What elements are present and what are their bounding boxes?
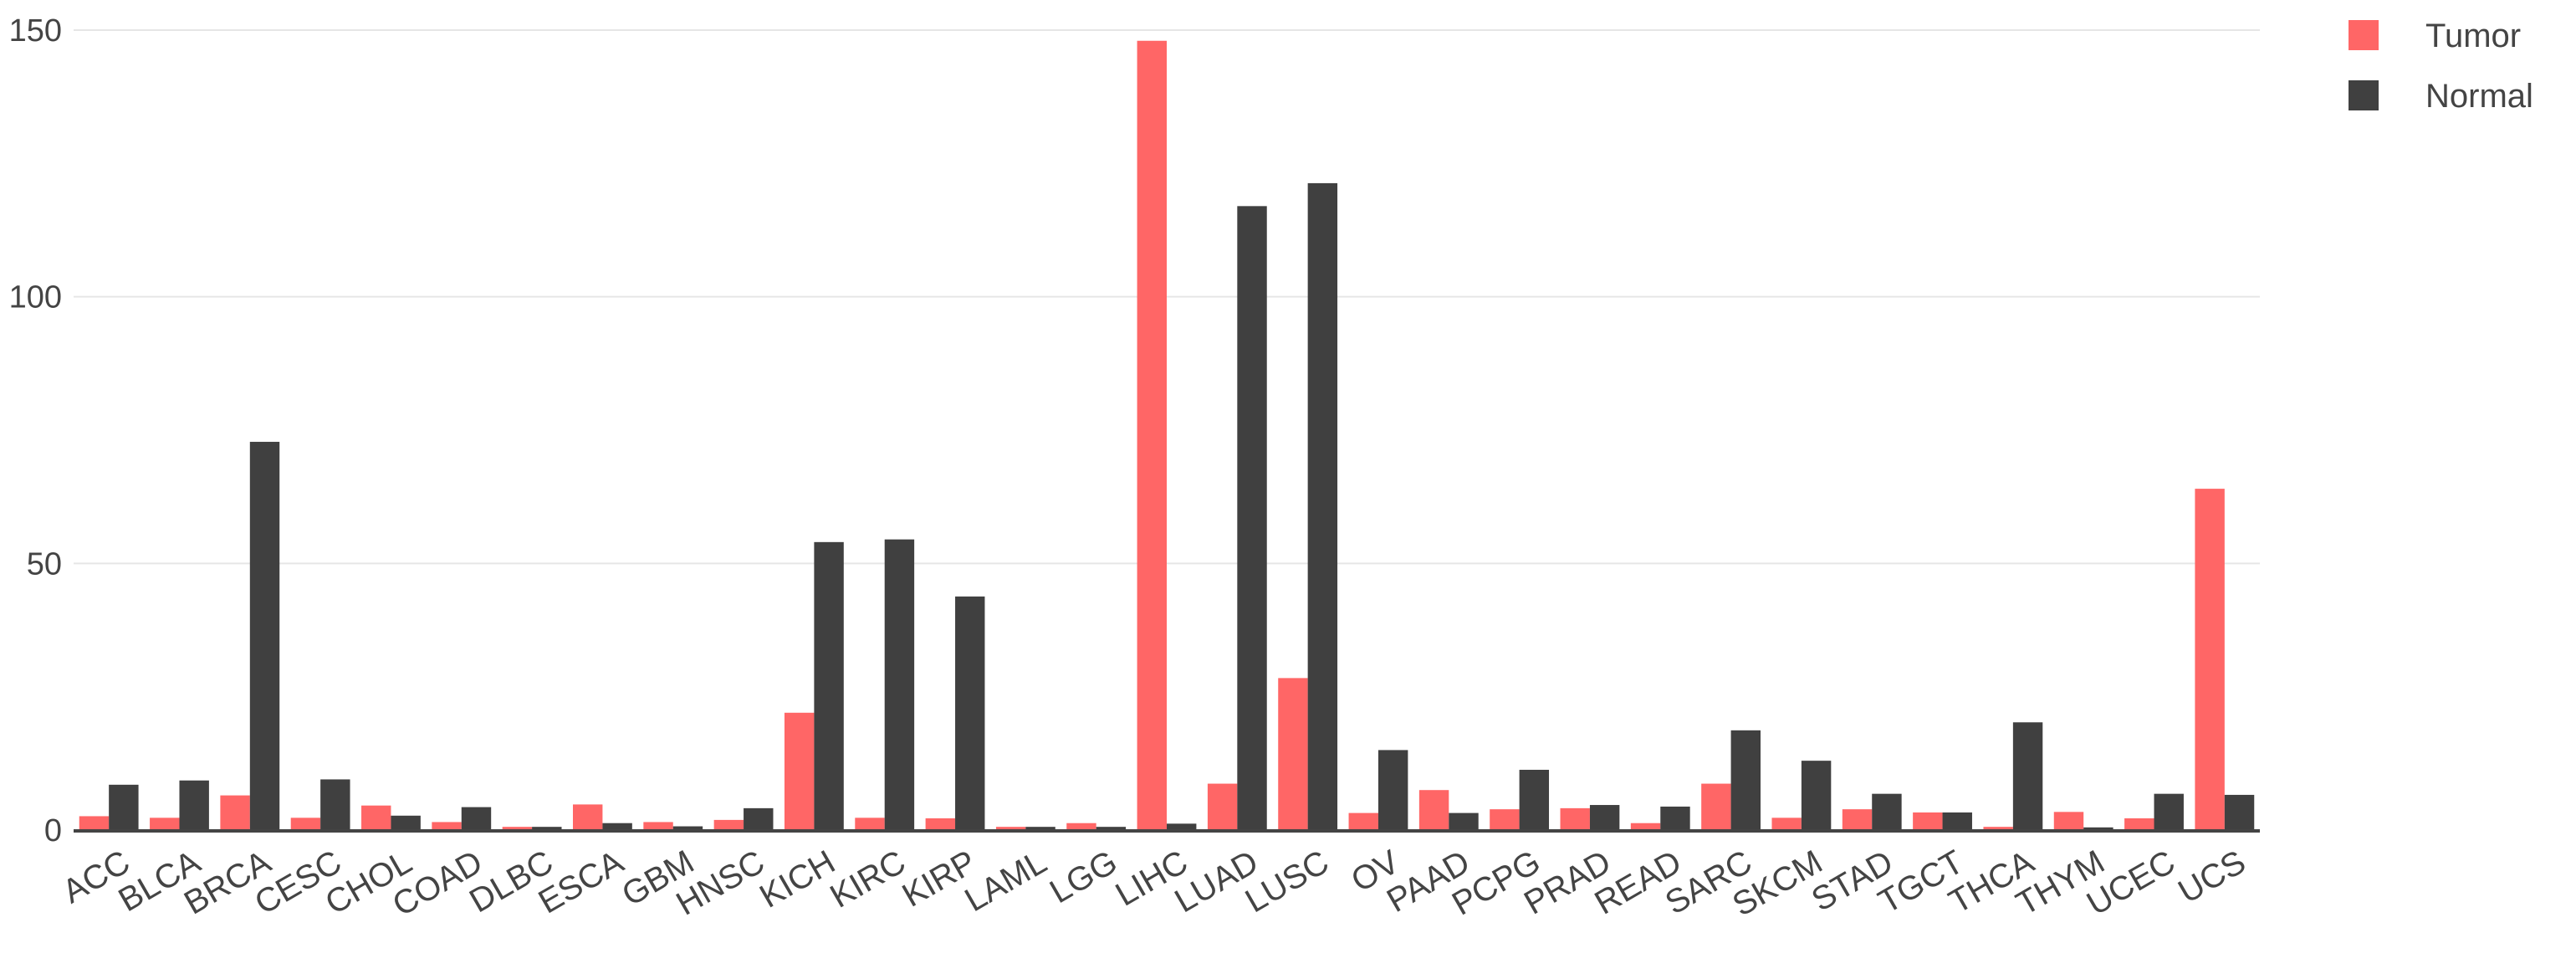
- bar-normal-luad[interactable]: [1237, 206, 1267, 830]
- legend: Tumor Normal: [2349, 18, 2533, 115]
- bar-tumor-lgg[interactable]: [1066, 823, 1096, 830]
- bar-normal-pcpg[interactable]: [1519, 769, 1550, 830]
- bar-tumor-kirp[interactable]: [925, 818, 956, 830]
- legend-item-tumor[interactable]: Tumor: [2349, 18, 2521, 54]
- bar-tumor-lusc[interactable]: [1278, 678, 1308, 830]
- bar-normal-chol[interactable]: [391, 815, 421, 830]
- x-tick-label-ucs: UCS: [2172, 843, 2251, 910]
- x-tick-label-laml: LAML: [958, 843, 1052, 919]
- y-tick-label: 150: [9, 13, 62, 49]
- bar-normal-brca[interactable]: [249, 442, 280, 830]
- bar-normal-ov[interactable]: [1377, 750, 1408, 830]
- bar-tumor-stad[interactable]: [1842, 809, 1873, 830]
- bar-tumor-prad[interactable]: [1560, 807, 1590, 830]
- bar-tumor-esca[interactable]: [573, 804, 603, 830]
- bar-tumor-skcm[interactable]: [1771, 818, 1802, 830]
- bar-normal-gbm[interactable]: [672, 826, 703, 830]
- bar-normal-thym[interactable]: [2083, 827, 2113, 830]
- bar-normal-acc[interactable]: [109, 784, 139, 830]
- bar-tumor-ucs[interactable]: [2195, 489, 2225, 830]
- bar-normal-thca[interactable]: [2012, 722, 2043, 830]
- bar-tumor-tgct[interactable]: [1913, 812, 1943, 830]
- bar-normal-stad[interactable]: [1872, 793, 1902, 830]
- bar-normal-esca[interactable]: [602, 823, 632, 830]
- bar-normal-dlbc[interactable]: [532, 827, 562, 830]
- bar-tumor-gbm[interactable]: [643, 822, 673, 830]
- x-tick-label-lgg: LGG: [1044, 843, 1123, 910]
- bar-normal-lusc[interactable]: [1307, 182, 1338, 830]
- bar-normal-hnsc[interactable]: [744, 807, 774, 830]
- bar-tumor-lihc[interactable]: [1137, 40, 1167, 831]
- bar-tumor-paad[interactable]: [1418, 790, 1449, 830]
- x-tick-label-kirc: KIRC: [824, 843, 912, 915]
- bar-normal-prad[interactable]: [1589, 805, 1620, 830]
- bar-tumor-hnsc[interactable]: [713, 819, 744, 830]
- bar-tumor-thca[interactable]: [1983, 827, 2013, 830]
- bar-tumor-kich[interactable]: [784, 712, 815, 830]
- y-axis-ticks: 0 50 100 150: [9, 13, 62, 848]
- y-tick-label: 100: [9, 280, 62, 315]
- bar-normal-kirp[interactable]: [955, 596, 985, 830]
- bar-tumor-cesc[interactable]: [290, 818, 321, 830]
- bar-tumor-thym[interactable]: [2053, 812, 2084, 830]
- bar-tumor-chol[interactable]: [361, 805, 391, 830]
- legend-item-normal[interactable]: Normal: [2349, 78, 2533, 115]
- x-tick-label-lusc: LUSC: [1239, 843, 1335, 920]
- bar-normal-blca[interactable]: [179, 780, 209, 830]
- bar-normal-cesc[interactable]: [320, 779, 350, 830]
- bar-tumor-acc[interactable]: [79, 816, 110, 830]
- legend-label-tumor: Tumor: [2425, 18, 2521, 54]
- bar-normal-paad[interactable]: [1449, 812, 1479, 830]
- bar-tumor-read[interactable]: [1630, 823, 1661, 830]
- y-tick-label: 0: [44, 813, 62, 848]
- x-axis-ticks: ACCBLCABRCACESCCHOLCOADDLBCESCAGBMHNSCKI…: [57, 843, 2252, 924]
- bar-normal-ucec[interactable]: [2154, 793, 2184, 830]
- bar-normal-lgg[interactable]: [1096, 827, 1127, 830]
- bar-tumor-laml[interactable]: [995, 827, 1026, 830]
- y-tick-label: 50: [27, 546, 62, 582]
- bar-tumor-sarc[interactable]: [1701, 783, 1731, 830]
- bar-tumor-coad[interactable]: [432, 822, 462, 830]
- legend-swatch-normal: [2349, 80, 2379, 110]
- bar-normal-skcm[interactable]: [1801, 761, 1832, 830]
- bar-normal-kirc[interactable]: [884, 539, 915, 830]
- bar-normal-lihc[interactable]: [1167, 823, 1197, 830]
- bar-tumor-ucec[interactable]: [2124, 818, 2154, 830]
- legend-swatch-tumor: [2349, 20, 2379, 50]
- bar-tumor-blca[interactable]: [150, 818, 180, 830]
- legend-label-normal: Normal: [2425, 78, 2533, 115]
- bar-normal-ucs[interactable]: [2224, 794, 2255, 830]
- bar-normal-read[interactable]: [1660, 806, 1690, 830]
- bars: [79, 40, 2255, 831]
- bar-tumor-ov[interactable]: [1348, 812, 1378, 830]
- bar-normal-laml[interactable]: [1025, 827, 1055, 830]
- bar-tumor-kirc[interactable]: [855, 818, 885, 830]
- x-tick-label-kich: KICH: [754, 843, 841, 915]
- bar-tumor-pcpg[interactable]: [1490, 809, 1520, 830]
- bar-normal-coad[interactable]: [461, 807, 492, 830]
- bar-tumor-luad[interactable]: [1207, 783, 1238, 830]
- bar-normal-kich[interactable]: [814, 541, 844, 830]
- bar-tumor-brca[interactable]: [220, 795, 250, 830]
- bar-tumor-dlbc[interactable]: [502, 827, 533, 830]
- bar-normal-tgct[interactable]: [1942, 812, 1972, 830]
- bar-normal-sarc[interactable]: [1730, 730, 1761, 830]
